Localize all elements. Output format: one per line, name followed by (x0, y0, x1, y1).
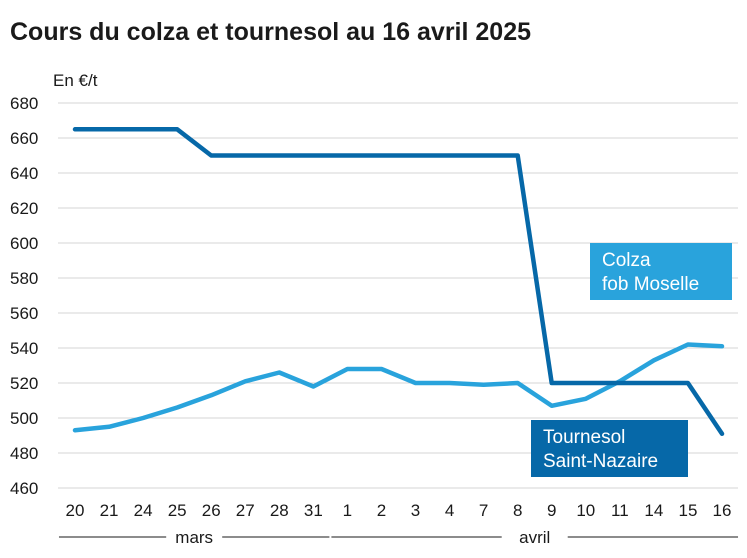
series-line-colza (72, 342, 725, 433)
x-tick-label: 25 (168, 501, 187, 520)
x-tick-label: 21 (100, 501, 119, 520)
x-axis-ticks: 20 21 24 25 26 27 28 31 1 2 3 4 7 8 9 10 11 14 15 16 (66, 501, 732, 520)
label-box-background (531, 420, 688, 477)
x-tick-label: 8 (513, 501, 522, 520)
x-tick-label: 2 (377, 501, 386, 520)
x-tick-label: 16 (713, 501, 732, 520)
y-tick-label: 560 (10, 304, 38, 323)
y-tick-label: 480 (10, 444, 38, 463)
y-tick-label: 500 (10, 409, 38, 428)
x-tick-label: 14 (644, 501, 663, 520)
series-lines (72, 127, 725, 437)
x-tick-label: 31 (304, 501, 323, 520)
x-tick-label: 15 (678, 501, 697, 520)
x-tick-label: 24 (134, 501, 153, 520)
y-tick-label: 580 (10, 269, 38, 288)
chart-title: Cours du colza et tournesol au 16 avril … (10, 18, 532, 46)
series-labels: Colza fob Moselle Tournesol Saint-Nazaire (531, 243, 732, 477)
y-tick-label: 680 (10, 94, 38, 113)
x-tick-label: 10 (576, 501, 595, 520)
x-tick-label: 3 (411, 501, 420, 520)
label-box-colza: Colza fob Moselle (590, 243, 732, 300)
x-tick-label: 27 (236, 501, 255, 520)
series-label-text: fob Moselle (602, 274, 699, 295)
y-axis-ticks: 460 480 500 520 540 560 580 600 620 640 660 680 (10, 94, 38, 498)
x-tick-label: 1 (343, 501, 352, 520)
x-tick-label: 26 (202, 501, 221, 520)
y-tick-label: 640 (10, 164, 38, 183)
label-box-tournesol: Tournesol Saint-Nazaire (531, 420, 688, 477)
x-tick-label: 9 (547, 501, 556, 520)
month-group-label: avril (519, 528, 550, 547)
x-tick-label: 28 (270, 501, 289, 520)
series-label-text: Tournesol (543, 427, 625, 448)
label-box-background (590, 243, 732, 300)
y-tick-label: 620 (10, 199, 38, 218)
y-axis-unit-label: En €/t (53, 71, 98, 90)
y-tick-label: 520 (10, 374, 38, 393)
series-line-tournesol (72, 127, 725, 437)
x-tick-label: 20 (66, 501, 85, 520)
y-tick-label: 540 (10, 339, 38, 358)
series-label-text: Colza (602, 250, 651, 271)
y-tick-label: 600 (10, 234, 38, 253)
x-axis-month-groups: mars avril (58, 528, 739, 547)
x-tick-label: 7 (479, 501, 488, 520)
x-tick-label: 11 (611, 501, 629, 520)
series-label-text: Saint-Nazaire (543, 451, 658, 472)
gridlines (58, 102, 738, 489)
month-group-label: mars (175, 528, 213, 547)
y-tick-label: 660 (10, 129, 38, 148)
x-tick-label: 4 (445, 501, 454, 520)
y-tick-label: 460 (10, 479, 38, 498)
